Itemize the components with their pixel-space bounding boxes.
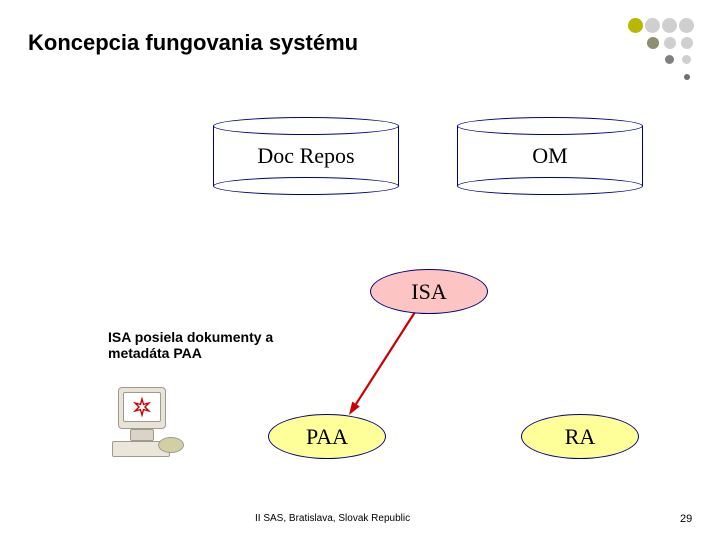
decor-dot [664,37,676,49]
caption-line-1: ISA posiela dokumenty a [108,329,273,345]
decor-dot [684,74,690,80]
db-label: OM [457,143,643,169]
node-paa: PAA [268,414,386,459]
arrow-isa-to-paa [0,0,720,540]
page-number: 29 [680,513,692,525]
biohazard-star-icon [124,393,160,421]
db-bottom [457,177,643,195]
node-ra: RA [521,414,639,459]
node-isa: ISA [370,269,488,314]
decor-dot [647,37,659,49]
decor-dot [662,18,677,33]
computer-disc [158,437,184,453]
footer-text: II SAS, Bratislava, Slovak Republic [255,513,410,524]
caption: ISA posiela dokumenty a metadáta PAA [108,329,273,361]
decor-dot [665,55,674,64]
db-doc-repos: Doc Repos [213,117,399,195]
decor-dot [645,18,660,33]
decor-dot [682,55,691,64]
page-title: Koncepcia fungovania systému [28,30,358,56]
decor-dot [679,18,694,33]
node-label: ISA [411,279,446,305]
computer-screen [123,392,161,422]
computer-icon [112,387,184,459]
decor-dot [628,18,643,33]
caption-line-2: metadáta PAA [108,345,202,361]
decor-dot [681,37,693,49]
slide: { "title": { "text": "Koncepcia fungovan… [0,0,720,540]
db-top [213,117,399,135]
node-label: PAA [306,424,348,450]
db-label: Doc Repos [213,143,399,169]
db-top [457,117,643,135]
node-label: RA [565,424,596,450]
computer-base [130,429,154,441]
db-om: OM [457,117,643,195]
db-bottom [213,177,399,195]
